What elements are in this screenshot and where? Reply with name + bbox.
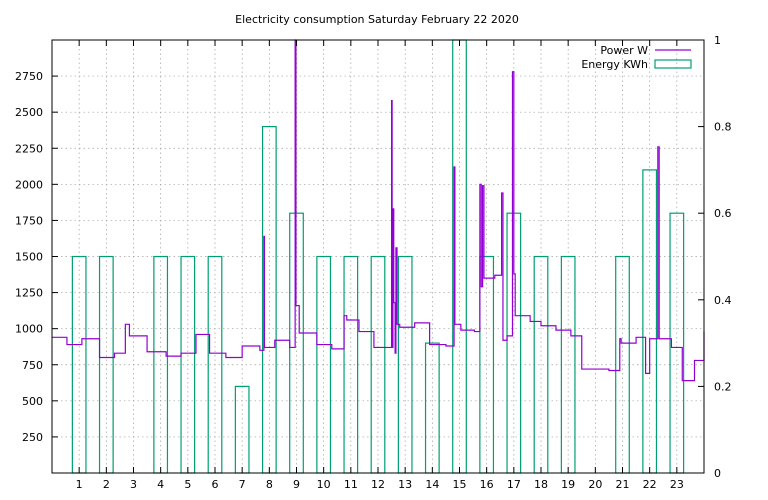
- y2-tick-label: 0: [714, 467, 721, 480]
- x-tick-label: 3: [130, 478, 137, 491]
- x-tick-label: 18: [534, 478, 548, 491]
- x-tick-label: 1: [76, 478, 83, 491]
- x-tick-label: 19: [561, 478, 575, 491]
- x-tick-label: 9: [293, 478, 300, 491]
- x-tick-label: 22: [643, 478, 657, 491]
- y2-tick-label: 0.8: [714, 121, 732, 134]
- legend-energy-swatch: [654, 59, 692, 69]
- legend: Power W Energy KWh: [581, 44, 692, 71]
- y-tick-label: 750: [22, 359, 43, 372]
- y-axis-right: 0 0.2 0.4 0.6 0.8 1: [698, 34, 732, 480]
- x-tick-label: 12: [371, 478, 385, 491]
- chart-title: Electricity consumption Saturday Februar…: [235, 13, 519, 26]
- y2-tick-label: 0.2: [714, 380, 732, 393]
- x-tick-label: 7: [239, 478, 246, 491]
- x-tick-label: 10: [317, 478, 331, 491]
- x-tick-label: 17: [507, 478, 521, 491]
- x-tick-label: 6: [212, 478, 219, 491]
- y-tick-label: 2000: [15, 178, 43, 191]
- y-tick-label: 1750: [15, 214, 43, 227]
- y-tick-label: 250: [22, 431, 43, 444]
- power-line: [52, 39, 705, 382]
- y2-tick-label: 1: [714, 34, 721, 47]
- x-tick-label: 5: [184, 478, 191, 491]
- x-tick-label: 15: [453, 478, 467, 491]
- x-axis: 1 2 3 4 5 6 7 8 9 10 11 12 13 14 15 16 17 18 19 20 21 22 23: [76, 40, 684, 491]
- energy-bar-14: [424, 342, 440, 474]
- y-tick-label: 1250: [15, 287, 43, 300]
- y-tick-label: 2500: [15, 106, 43, 119]
- x-tick-label: 13: [398, 478, 412, 491]
- y2-tick-label: 0.6: [714, 207, 732, 220]
- x-tick-label: 21: [616, 478, 630, 491]
- y-tick-label: 2750: [15, 70, 43, 83]
- y2-tick-label: 0.4: [714, 294, 732, 307]
- y-tick-label: 500: [22, 395, 43, 408]
- energy-bar-7: [234, 385, 250, 474]
- energy-bars: [71, 39, 685, 474]
- y-tick-label: 2250: [15, 142, 43, 155]
- x-tick-label: 14: [425, 478, 439, 491]
- x-tick-label: 8: [266, 478, 273, 491]
- x-tick-label: 2: [103, 478, 110, 491]
- x-tick-label: 11: [344, 478, 358, 491]
- x-tick-label: 16: [480, 478, 494, 491]
- x-tick-label: 4: [157, 478, 164, 491]
- legend-energy-label: Energy KWh: [581, 58, 648, 71]
- y-axis-left: 250 500 750 1000 1250 1500 1750 2000 2250 2500 275…: [15, 70, 58, 444]
- legend-power-label: Power W: [600, 44, 648, 57]
- y-tick-label: 1000: [15, 323, 43, 336]
- x-tick-label: 23: [670, 478, 684, 491]
- y-tick-label: 1500: [15, 251, 43, 264]
- x-tick-label: 20: [588, 478, 602, 491]
